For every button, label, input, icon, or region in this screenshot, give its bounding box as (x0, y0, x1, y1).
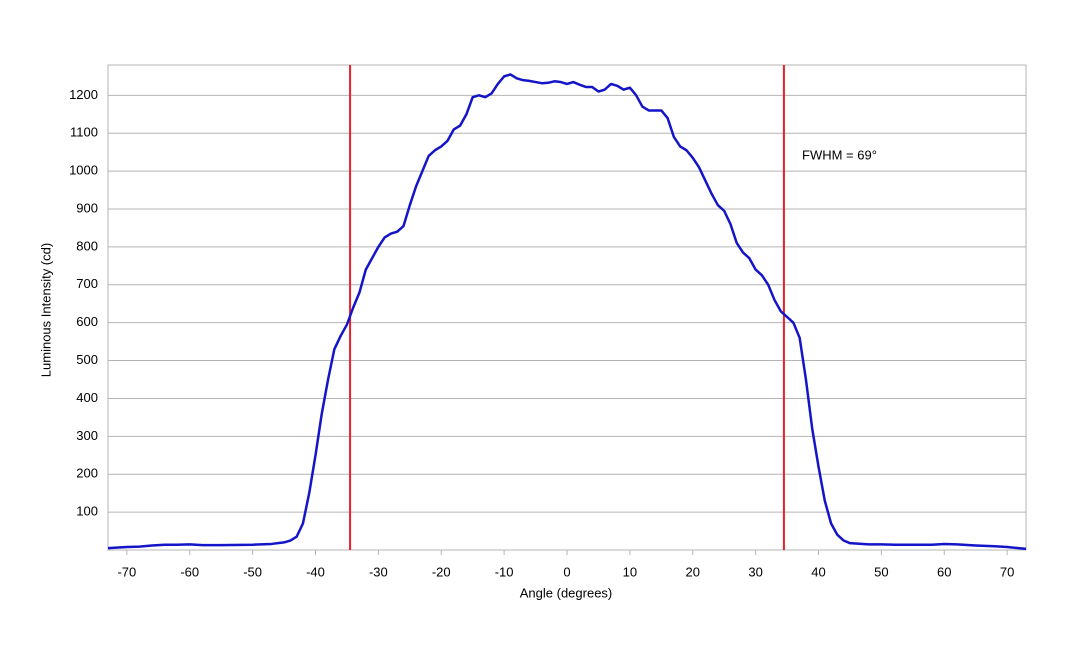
annotation: FWHM = 69° (802, 147, 877, 162)
x-tick-label: -70 (117, 564, 136, 579)
data-line (107, 73, 1027, 551)
y-tick-label: 700 (76, 276, 98, 291)
x-tick-label: -60 (180, 564, 199, 579)
y-tick-label: 200 (76, 466, 98, 481)
x-tick-label: -40 (306, 564, 325, 579)
x-tick-label: 70 (1000, 564, 1014, 579)
x-tick-label: 20 (686, 564, 700, 579)
y-tick-label: 1200 (69, 87, 98, 102)
y-tick-label: 1000 (69, 163, 98, 178)
x-tick-label: 10 (623, 564, 637, 579)
y-tick-label: 500 (76, 352, 98, 367)
x-tick-label: 40 (811, 564, 825, 579)
x-tick-label: 50 (874, 564, 888, 579)
y-tick-label: 1100 (70, 125, 98, 140)
x-tick-label: 60 (937, 564, 951, 579)
plot-frame (107, 64, 1027, 551)
x-tick-label: 30 (748, 564, 762, 579)
x-tick-label: -20 (432, 564, 451, 579)
x-tick-label: 0 (563, 564, 570, 579)
y-tick-label: 900 (76, 200, 98, 215)
y-tick-label: 800 (76, 238, 98, 253)
x-tick-label: -30 (369, 564, 388, 579)
y-tick-label: 100 (76, 504, 98, 519)
x-tick-label: -10 (495, 564, 514, 579)
y-tick-label: 600 (76, 314, 98, 329)
y-axis-label: Luminous Intensity (cd) (38, 243, 53, 377)
y-tick-label: 300 (76, 428, 98, 443)
x-tick-label: -50 (243, 564, 262, 579)
x-axis-label: Angle (degrees) (520, 585, 613, 600)
y-tick-label: 400 (76, 390, 98, 405)
